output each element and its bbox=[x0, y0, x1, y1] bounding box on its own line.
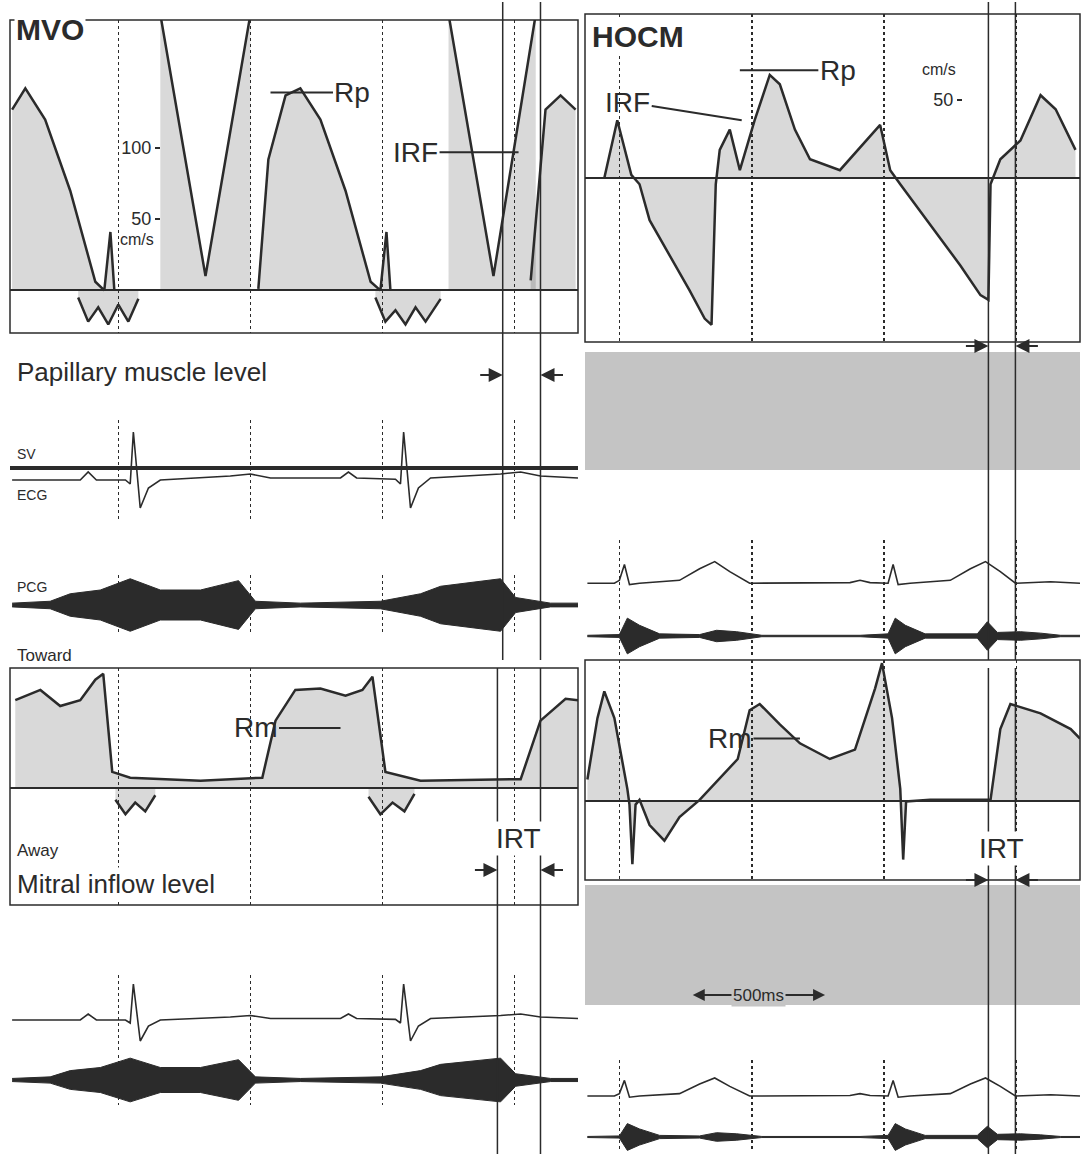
svg-text:HOCM: HOCM bbox=[592, 20, 684, 53]
svg-text:ECG: ECG bbox=[17, 487, 47, 503]
svg-text:Rp: Rp bbox=[820, 55, 856, 86]
svg-text:Away: Away bbox=[17, 841, 59, 860]
svg-text:PCG: PCG bbox=[17, 579, 47, 595]
svg-text:IRT: IRT bbox=[496, 823, 541, 854]
svg-text:IRF: IRF bbox=[605, 87, 650, 118]
svg-text:MVO: MVO bbox=[16, 13, 84, 46]
svg-text:Rm: Rm bbox=[234, 712, 278, 743]
svg-text:cm/s: cm/s bbox=[120, 231, 154, 248]
svg-text:cm/s: cm/s bbox=[922, 61, 956, 78]
svg-text:Rp: Rp bbox=[334, 77, 370, 108]
svg-text:100: 100 bbox=[121, 138, 151, 158]
svg-text:50: 50 bbox=[131, 209, 151, 229]
svg-text:IRF: IRF bbox=[393, 137, 438, 168]
svg-text:SV: SV bbox=[17, 446, 36, 462]
svg-text:Papillary muscle level: Papillary muscle level bbox=[17, 357, 267, 387]
svg-text:Rm: Rm bbox=[708, 723, 752, 754]
svg-text:Toward: Toward bbox=[17, 646, 72, 665]
svg-text:500ms: 500ms bbox=[733, 986, 784, 1005]
svg-text:50: 50 bbox=[933, 90, 953, 110]
svg-text:Mitral inflow level: Mitral inflow level bbox=[17, 869, 215, 899]
svg-text:IRT: IRT bbox=[979, 833, 1024, 864]
